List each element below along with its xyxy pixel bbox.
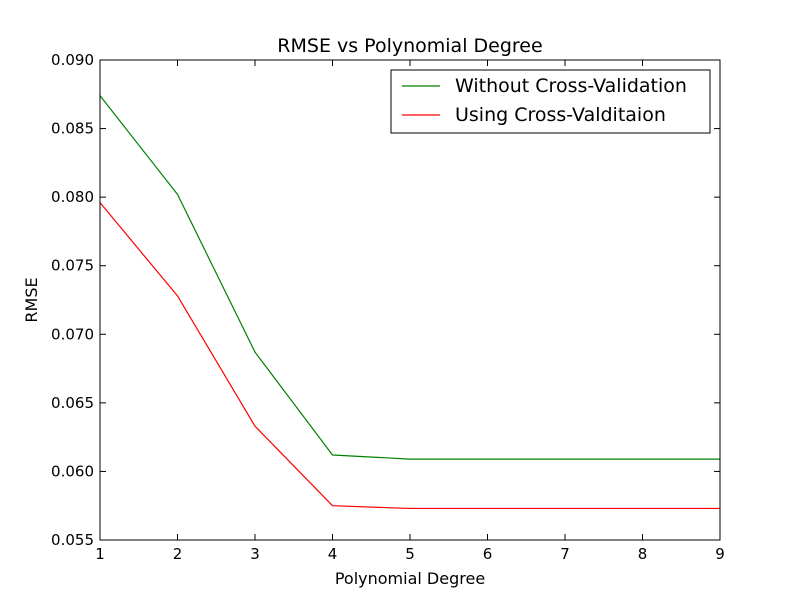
y-tick-label: 0.055 (51, 531, 94, 549)
series-line-0 (99, 95, 720, 460)
series-line-1 (99, 202, 720, 510)
y-ticks: 0.055 0.060 0.065 0.070 0.075 0.080 0.085 0.090 (51, 51, 720, 549)
x-axis-label: Polynomial Degree (335, 569, 485, 588)
x-ticks: 1 2 3 4 5 6 7 8 9 (95, 60, 725, 563)
x-tick-label: 2 (173, 545, 183, 563)
x-tick-label: 4 (328, 545, 338, 563)
legend-box (390, 69, 711, 134)
y-tick-label: 0.085 (51, 120, 94, 138)
y-tick-label: 0.065 (51, 394, 94, 412)
y-tick-label: 0.090 (51, 51, 94, 69)
y-tick-label: 0.060 (51, 462, 94, 480)
x-tick-label: 6 (483, 545, 493, 563)
chart-title: RMSE vs Polynomial Degree (277, 35, 542, 57)
series-layer (99, 95, 720, 510)
y-tick-label: 0.080 (51, 188, 94, 206)
x-tick-label: 9 (715, 545, 725, 563)
y-tick-label: 0.075 (51, 257, 94, 275)
y-axis-label: RMSE (22, 277, 41, 322)
x-tick-label: 3 (250, 545, 260, 563)
legend: Without Cross-Validation Using Cross-Val… (390, 69, 711, 134)
legend-label-without-cv: Without Cross-Validation (455, 75, 687, 97)
legend-label-using-cv: Using Cross-Valditaion (455, 104, 666, 126)
x-tick-label: 8 (638, 545, 648, 563)
x-tick-label: 5 (405, 545, 415, 563)
y-tick-label: 0.070 (51, 325, 94, 343)
x-tick-label: 7 (560, 545, 570, 563)
x-tick-label: 1 (95, 545, 105, 563)
